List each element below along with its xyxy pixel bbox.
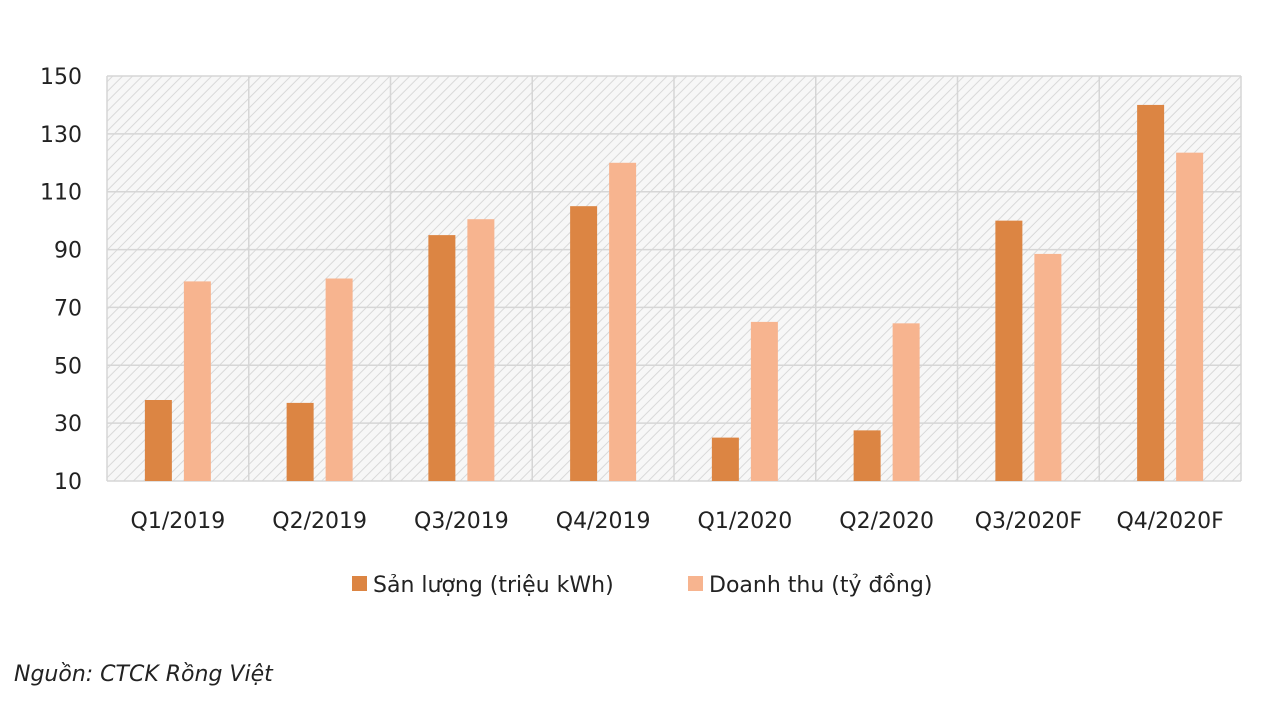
x-tick-label: Q2/2019	[272, 509, 367, 534]
x-tick-label: Q3/2020F	[975, 509, 1082, 534]
bar-san-luong	[853, 430, 881, 481]
y-tick-label: 150	[40, 65, 82, 90]
source-note: Nguồn: CTCK Rồng Việt	[14, 662, 273, 687]
x-tick-label: Q2/2020	[839, 509, 934, 534]
bar-doanh-thu	[892, 323, 920, 481]
bar-doanh-thu	[467, 219, 495, 482]
y-axis-ticks: 10 30 50 70 90 110 130 150	[40, 65, 82, 495]
bar-san-luong	[428, 235, 456, 481]
bar-doanh-thu	[183, 281, 211, 481]
y-tick-label: 10	[54, 470, 82, 495]
grid-lines	[106, 75, 1242, 482]
bar-san-luong	[995, 220, 1023, 481]
legend-swatch-san-luong	[352, 576, 367, 591]
legend: Sản lượng (triệu kWh) Doanh thu (tỷ đồng)	[352, 573, 932, 598]
legend-label-doanh-thu: Doanh thu (tỷ đồng)	[709, 573, 932, 598]
bar-doanh-thu	[609, 162, 637, 482]
y-tick-label: 70	[54, 296, 82, 321]
y-tick-label: 50	[54, 354, 82, 379]
y-tick-label: 110	[40, 181, 82, 206]
bar-doanh-thu	[750, 321, 778, 481]
y-tick-label: 130	[40, 123, 82, 148]
legend-swatch-doanh-thu	[688, 576, 703, 591]
bar-san-luong	[711, 437, 739, 481]
x-tick-label: Q1/2019	[131, 509, 226, 534]
x-tick-label: Q1/2020	[698, 509, 793, 534]
x-axis-ticks: Q1/2019 Q2/2019 Q3/2019 Q4/2019 Q1/2020 Q2/20…	[131, 509, 1224, 534]
x-tick-label: Q3/2019	[414, 509, 509, 534]
bar-doanh-thu	[1176, 152, 1204, 482]
y-tick-label: 90	[54, 239, 82, 264]
bar-san-luong	[286, 402, 314, 481]
x-tick-label: Q4/2019	[556, 509, 651, 534]
bar-doanh-thu	[1034, 253, 1062, 481]
x-tick-label: Q4/2020F	[1116, 509, 1223, 534]
bar-doanh-thu	[325, 278, 353, 481]
bars	[144, 104, 1204, 482]
bar-san-luong	[570, 206, 598, 481]
y-tick-label: 30	[54, 412, 82, 437]
legend-label-san-luong: Sản lượng (triệu kWh)	[373, 573, 614, 598]
bar-san-luong	[144, 400, 172, 481]
bar-san-luong	[1137, 104, 1165, 481]
